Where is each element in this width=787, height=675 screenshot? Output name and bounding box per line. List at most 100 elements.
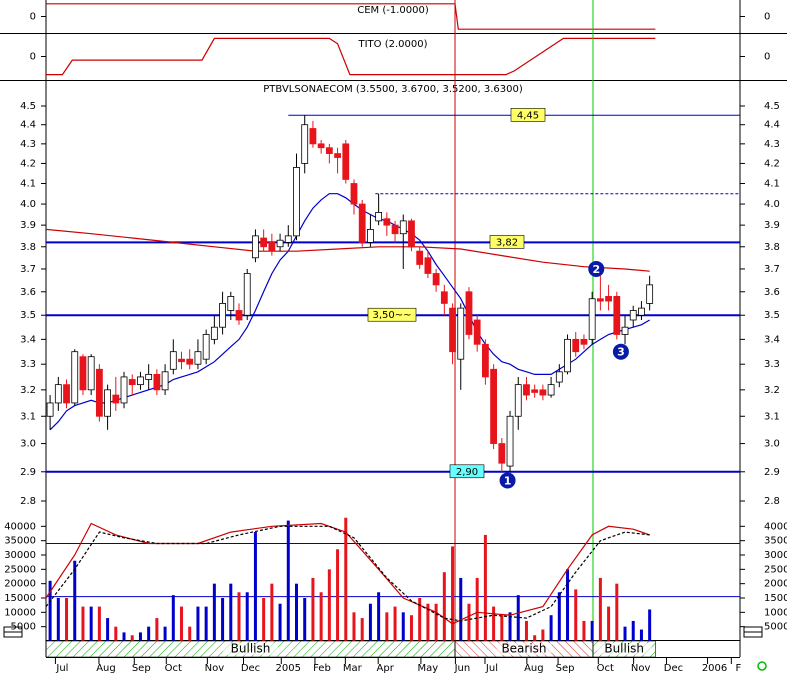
- y-tick-label-right: 3.6: [764, 287, 780, 298]
- volume-bar: [492, 606, 496, 641]
- panel-title: PTBVLSONAECOM (3.5500, 3.6700, 3.5200, 3…: [263, 84, 523, 95]
- y-tick-label: 40000: [4, 521, 36, 532]
- volume-bar: [344, 517, 348, 641]
- level-label-box: [510, 108, 546, 122]
- volume-bar: [245, 592, 249, 641]
- y-tick-label: 3.2: [20, 385, 36, 396]
- volume-bar: [401, 612, 405, 641]
- y-tick-label-right: 15000: [764, 593, 787, 604]
- y-tick-label: 4.1: [20, 179, 36, 190]
- volume-bar: [73, 560, 77, 641]
- annotation-marker: [588, 260, 605, 277]
- level-label-box: [449, 464, 485, 479]
- x-tick-label: Aug: [524, 663, 544, 674]
- plot-layer: 0 0 CEM (-1.0000) 0 0 TITO (2.0000) 2.8 2.8 2.9 2…: [4, 0, 787, 674]
- y-tick-label-right: 30000: [764, 550, 787, 561]
- candle-body: [514, 384, 522, 417]
- y-tick-label: 25000: [4, 564, 36, 575]
- y-tick-label-right: 2.8: [764, 496, 780, 507]
- y-tick-label: 4.0: [20, 199, 36, 210]
- annotation-marker: [499, 472, 516, 489]
- volume-bar: [237, 592, 241, 641]
- candle-body: [161, 371, 169, 391]
- volume-bar: [114, 626, 118, 641]
- candle-body: [481, 343, 489, 378]
- y-tick-label-right: 3.5: [764, 310, 780, 321]
- volume-bar: [360, 618, 364, 641]
- volume-bar: [590, 620, 594, 641]
- volume-bar: [48, 580, 52, 641]
- volume-bar: [311, 577, 315, 641]
- band-label-bg: [496, 643, 552, 655]
- volume-bar: [327, 569, 331, 641]
- volume-bar: [171, 595, 175, 641]
- y-tick-label: 3.3: [20, 359, 36, 370]
- annotation-marker: [612, 343, 629, 360]
- volume-bar: [336, 549, 340, 641]
- candle-body: [79, 356, 87, 391]
- volume-bar: [574, 589, 578, 641]
- volume-bar: [631, 620, 635, 641]
- candle-body: [219, 303, 226, 328]
- y-tick-label-right: 4.5: [764, 101, 780, 112]
- candle-body: [465, 291, 473, 335]
- candle-body: [629, 310, 637, 321]
- x-tick-label: Nov: [631, 663, 651, 674]
- candle-body: [416, 250, 424, 265]
- y-tick-label-right: 10000: [764, 607, 787, 618]
- candle-body: [580, 338, 588, 345]
- moving-average: [49, 193, 651, 431]
- x-tick-label: Jun: [454, 663, 471, 674]
- candle-body: [202, 334, 210, 360]
- volume-bar: [385, 612, 389, 641]
- candle-body: [531, 389, 539, 393]
- band-label: Bearish: [501, 642, 546, 656]
- candle-body: [301, 124, 309, 164]
- volume-bar: [475, 577, 479, 641]
- level-label: 2,90: [456, 467, 478, 478]
- candle-body: [128, 379, 136, 386]
- candle-body: [63, 384, 70, 404]
- y-tick-label: 3.0: [20, 439, 36, 450]
- candle-body: [194, 351, 202, 365]
- volume-bar: [418, 598, 422, 641]
- volume-bar: [377, 592, 381, 641]
- moving-average: [45, 228, 650, 272]
- x-tick-label: May: [418, 663, 439, 674]
- volume-bar: [65, 598, 69, 641]
- y-tick-label-right: 35000: [764, 536, 787, 547]
- level-label-box: [367, 307, 417, 322]
- candle-body: [424, 257, 432, 274]
- volume-bar: [106, 618, 110, 641]
- candle-body: [112, 394, 120, 404]
- candle-body: [572, 338, 580, 353]
- candle-body: [293, 167, 300, 237]
- candle-body: [46, 402, 54, 417]
- volume-bar: [221, 598, 225, 641]
- volume-bar: [409, 615, 413, 641]
- candle-body: [523, 384, 530, 396]
- candle-body: [490, 368, 498, 444]
- candle-body: [87, 356, 95, 391]
- y-tick-label: 3.1: [20, 411, 36, 422]
- candle-body: [539, 389, 547, 396]
- x-tick-label: 2005: [276, 663, 301, 674]
- y-tick-label: 5000: [11, 622, 36, 633]
- x-tick-label: Dec: [664, 663, 683, 674]
- volume-bar: [81, 606, 85, 641]
- volume-bar: [147, 626, 151, 641]
- volume-bar: [56, 598, 60, 641]
- y-tick-label-right: 3.4: [764, 334, 780, 345]
- volume-bar: [253, 532, 257, 641]
- candle-body: [358, 203, 366, 243]
- level-label: 3,50~~: [372, 310, 411, 321]
- volume-bar: [426, 603, 430, 641]
- candle-body: [342, 143, 350, 180]
- x-tick-label: F: [735, 663, 741, 674]
- y-tick-label: 3.4: [20, 334, 36, 345]
- volume-bar: [483, 534, 487, 641]
- y-tick-label-right: 4.2: [764, 158, 780, 169]
- panel-title: CEM (-1.0000): [357, 5, 429, 16]
- x-tick-label: 2006: [702, 663, 727, 674]
- candle-body: [243, 273, 251, 316]
